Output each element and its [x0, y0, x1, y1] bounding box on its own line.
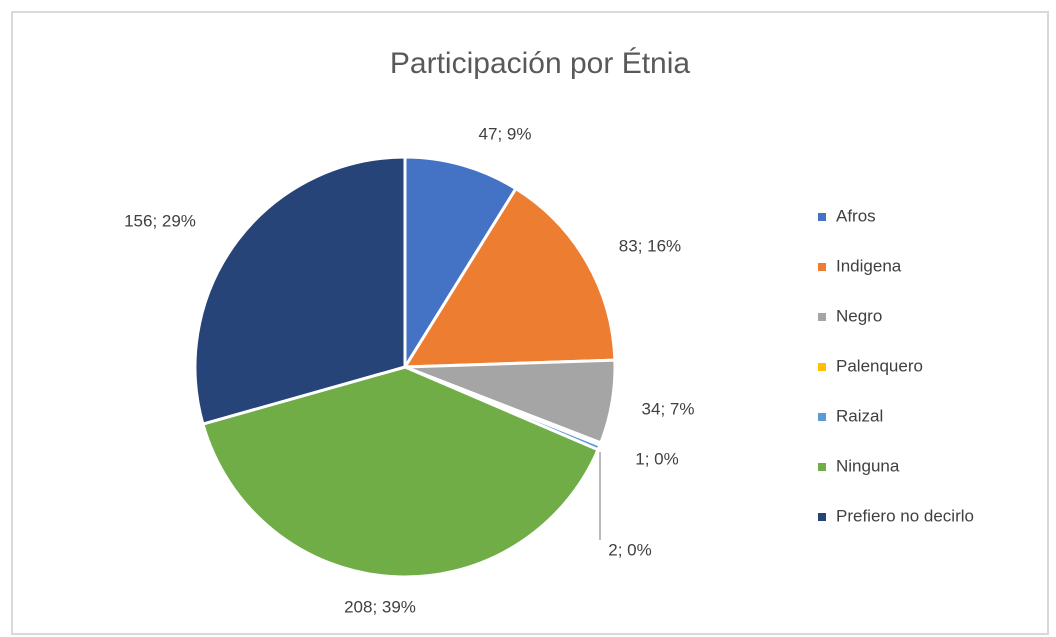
- legend-label: Ninguna: [836, 456, 900, 475]
- legend-swatch: [818, 463, 826, 471]
- legend-swatch: [818, 213, 826, 221]
- pie-slice: [193, 155, 407, 426]
- legend-swatch: [818, 363, 826, 371]
- legend-label: Prefiero no decirlo: [836, 506, 974, 525]
- legend-swatch: [818, 513, 826, 521]
- legend-label: Indigena: [836, 256, 902, 275]
- legend-label: Raizal: [836, 406, 883, 425]
- pie-slice: [402, 186, 617, 369]
- legend-swatch: [818, 413, 826, 421]
- legend-swatch: [818, 263, 826, 271]
- pie-slice: [201, 365, 600, 579]
- chart-title: Participación por Étnia: [390, 47, 690, 80]
- pie-slice: [403, 155, 518, 373]
- legend-swatch: [818, 313, 826, 321]
- data-label: 47; 9%: [479, 124, 532, 143]
- data-label: 1; 0%: [635, 449, 678, 468]
- data-label: 83; 16%: [619, 236, 681, 255]
- data-label: 34; 7%: [642, 399, 695, 418]
- legend-label: Negro: [836, 306, 882, 325]
- data-label: 2; 0%: [608, 540, 651, 559]
- legend-label: Afros: [836, 206, 876, 225]
- data-label: 156; 29%: [124, 211, 196, 230]
- legend-label: Palenquero: [836, 356, 923, 375]
- data-label: 208; 39%: [344, 597, 416, 616]
